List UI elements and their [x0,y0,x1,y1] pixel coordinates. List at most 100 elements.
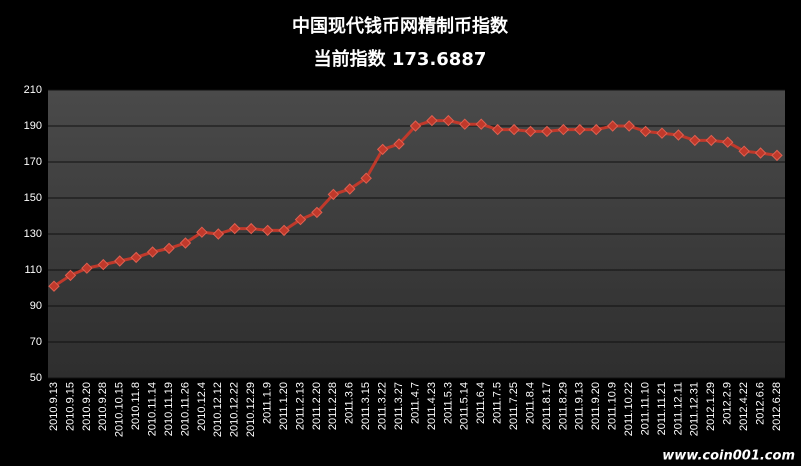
watermark: www.coin001.com [662,449,795,464]
data-point [705,134,717,147]
x-tick-label: 2011.6.4 [475,382,487,424]
data-point [278,224,290,237]
x-tick-label: 2011.4.23 [426,382,438,430]
x-tick-label: 2011.5.14 [459,382,471,430]
data-point [409,120,422,132]
data-point [459,118,471,130]
data-point [179,237,192,249]
data-point [574,123,586,136]
x-tick-label: 2012.2.9 [722,382,734,425]
x-tick-label: 2011.7.5 [492,382,504,424]
data-point [229,222,241,235]
y-tick-label: 150 [24,192,42,204]
data-point [97,258,110,271]
x-tick-label: 2010.11.19 [163,382,175,436]
x-tick-label: 2011.3.22 [377,382,389,430]
x-tick-label: 2011.1.9 [262,382,274,424]
data-point [294,213,307,226]
x-tick-label: 2011.11.10 [639,382,651,435]
data-point [557,123,570,136]
data-point [606,120,619,132]
data-point [393,138,405,150]
y-tick-label: 70 [30,336,42,348]
x-tick-label: 2011.3.6 [344,382,356,424]
x-tick-label: 2010.12.4 [196,382,208,431]
data-point [163,242,175,255]
data-point [524,125,537,138]
data-point [261,224,274,237]
x-tick-label: 2011.12.31 [689,382,701,436]
x-tick-label: 2011.8.4 [524,382,536,424]
x-tick-label: 2011.7.25 [508,382,520,430]
x-tick-label: 2010.9.20 [81,382,93,431]
x-tick-label: 2010.9.13 [48,382,60,431]
y-tick-label: 210 [24,84,42,96]
data-point [130,251,142,264]
x-tick-label: 2011.5.3 [442,382,454,424]
data-point [738,145,750,157]
x-tick-label: 2011.2.28 [327,382,339,430]
x-tick-label: 2011.10.9 [607,382,619,430]
data-point [639,125,652,138]
data-point [344,183,356,195]
x-tick-label: 2010.10.15 [114,382,126,437]
data-point [196,226,208,238]
x-tick-label: 2012.1.29 [705,382,717,431]
data-point [311,206,323,219]
x-tick-label: 2011.11.21 [656,382,668,435]
x-tick-label: 2011.3.15 [360,382,372,430]
data-point [689,134,701,147]
x-tick-label: 2011.1.20 [278,382,290,430]
x-tick-label: 2010.9.15 [64,382,76,431]
y-tick-label: 130 [24,228,42,240]
data-point [146,246,159,258]
data-point [376,143,389,156]
data-point [754,147,767,159]
x-tick-label: 2010.9.28 [97,382,109,431]
data-point [327,188,340,201]
chart-title: 中国现代钱币网精制币指数 [292,15,509,37]
y-tick-label: 110 [24,264,42,276]
x-tick-label: 2010.11.26 [179,382,191,436]
x-tick-label: 2011.12.11 [672,382,684,435]
x-tick-label: 2011.8.29 [557,382,569,430]
x-tick-label: 2010.11.8 [130,382,142,430]
x-tick-label: 2010.12.29 [245,382,257,437]
y-tick-label: 170 [24,156,42,168]
x-tick-label: 2011.2.13 [294,382,306,430]
data-point [360,172,372,184]
x-tick-label: 2011.3.27 [393,382,405,430]
data-point [48,280,60,292]
data-point [656,127,668,139]
data-point [672,129,685,141]
x-tick-label: 2012.4.22 [738,382,750,431]
x-tick-label: 2010.12.22 [229,382,241,437]
data-point [508,123,520,136]
data-point [721,136,734,148]
data-point [212,228,225,240]
data-point [442,114,455,127]
x-tick-label: 2010.12.12 [212,382,224,437]
x-tick-label: 2011.8.17 [541,382,553,430]
x-tick-label: 2011.9.13 [574,382,586,430]
data-point [541,125,553,138]
data-point [245,222,257,235]
data-point [771,149,783,162]
x-tick-label: 2010.11.14 [146,382,158,436]
data-point [114,255,126,267]
x-tick-label: 2012.6.28 [771,382,783,431]
x-tick-label: 2011.9.20 [590,382,602,430]
y-tick-label: 190 [24,120,42,132]
y-tick-label: 90 [30,300,42,312]
data-point [491,123,504,136]
data-point [623,120,635,132]
x-tick-label: 2011.2.20 [311,382,323,430]
chart-subtitle: 当前指数 173.6887 [314,48,487,70]
data-point [426,114,438,127]
x-tick-label: 2011.4.7 [409,382,421,424]
data-point [590,123,602,136]
x-tick-label: 2011.10.22 [623,382,635,436]
y-tick-label: 50 [30,372,42,384]
x-tick-label: 2012.6.6 [754,382,766,425]
data-point [64,269,77,282]
